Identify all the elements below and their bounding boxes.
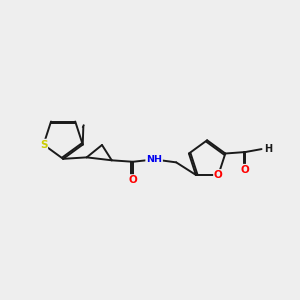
Text: H: H — [264, 144, 272, 154]
Text: S: S — [40, 140, 47, 150]
Text: NH: NH — [146, 155, 162, 164]
Text: O: O — [128, 175, 137, 185]
Text: O: O — [214, 170, 223, 180]
Text: O: O — [241, 165, 250, 175]
